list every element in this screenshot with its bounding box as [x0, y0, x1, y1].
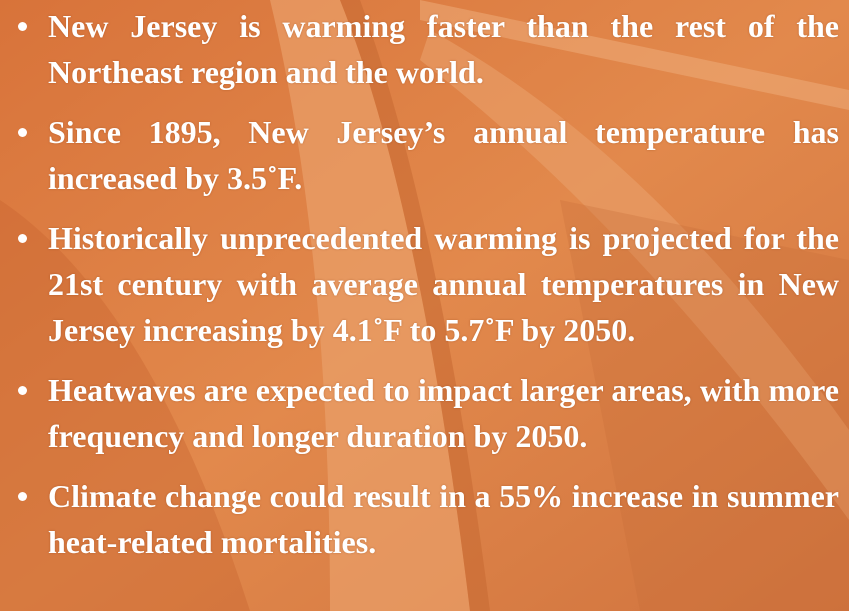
- bullet-item: Historically unprecedented warming is pr…: [18, 215, 839, 353]
- bullet-dot: [18, 234, 27, 243]
- bullet-dot: [18, 22, 27, 31]
- bullet-dot: [18, 128, 27, 137]
- bullet-dot: [18, 492, 27, 501]
- bullet-dot: [18, 386, 27, 395]
- bullet-text: New Jersey is warming faster than the re…: [48, 8, 839, 90]
- bullet-text: Since 1895, New Jersey’s annual temperat…: [48, 114, 839, 196]
- bullet-text: Heatwaves are expected to impact larger …: [48, 372, 839, 454]
- bullet-item: Heatwaves are expected to impact larger …: [18, 367, 839, 459]
- bullet-item: New Jersey is warming faster than the re…: [18, 3, 839, 95]
- bullet-text: Historically unprecedented warming is pr…: [48, 220, 839, 348]
- bullet-text: Climate change could result in a 55% inc…: [48, 478, 839, 560]
- bullet-item: Since 1895, New Jersey’s annual temperat…: [18, 109, 839, 201]
- bullet-item: Climate change could result in a 55% inc…: [18, 473, 839, 565]
- bullet-list: New Jersey is warming faster than the re…: [18, 3, 839, 565]
